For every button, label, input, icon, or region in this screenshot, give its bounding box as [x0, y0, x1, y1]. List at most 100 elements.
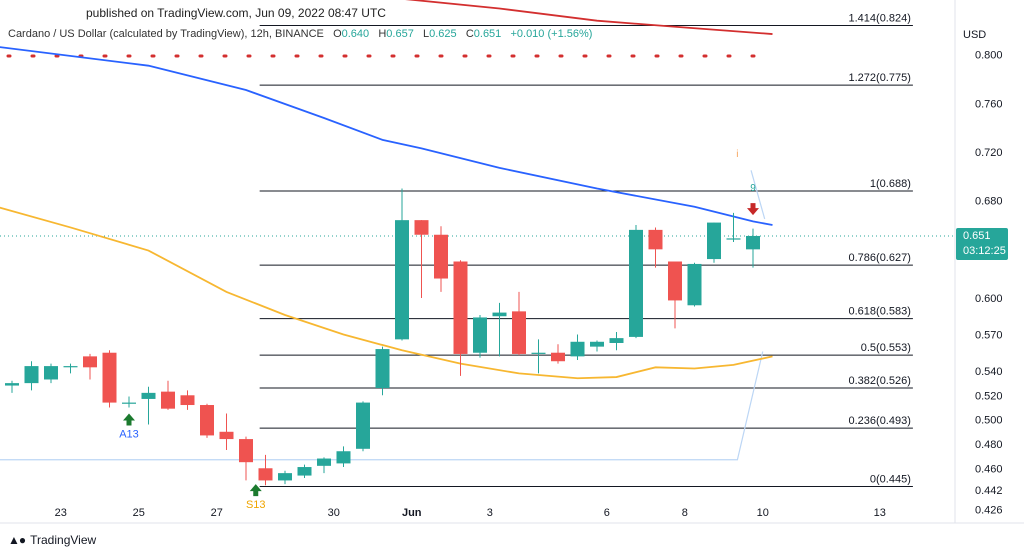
symbol-legend: Cardano / US Dollar (calculated by Tradi… [8, 28, 592, 40]
candle-up [356, 402, 370, 449]
candle-down [200, 405, 214, 436]
price-tag-countdown: 03:12:25 [963, 245, 1006, 257]
close-value: 0.651 [473, 28, 502, 40]
y-tick-label: 0.600 [975, 293, 1003, 305]
x-tick-label: 6 [604, 507, 610, 519]
candle-down [648, 229, 663, 250]
candle-up [629, 229, 643, 337]
candle-up [687, 263, 702, 306]
candle-down [551, 352, 565, 362]
signal-label: 9 [750, 183, 756, 194]
candle-down [102, 352, 117, 403]
low-value: 0.625 [429, 28, 457, 40]
high-label: H [378, 28, 387, 40]
fib-level-label: 1(0.688) [870, 178, 911, 190]
footer: ▲● TradingView [8, 533, 96, 547]
up-arrow-icon [249, 484, 262, 497]
x-tick-label: 30 [328, 507, 340, 519]
candle-down [512, 311, 526, 354]
signal-markers: A13 S13 9 i [119, 149, 759, 511]
y-tick-label: 0.480 [975, 439, 1003, 451]
x-tick-label: Jun [402, 507, 422, 519]
price-tag-value: 0.651 [963, 230, 991, 242]
candle-down [161, 391, 175, 409]
candle-up [297, 467, 312, 476]
indicator-lines [0, 0, 955, 461]
y-tick-label: 0.520 [975, 390, 1003, 402]
candle-up [317, 458, 331, 466]
tradingview-logo-icon: ▲● [8, 533, 26, 547]
candles [5, 188, 760, 486]
x-tick-label: 10 [757, 507, 769, 519]
x-tick-label: 27 [211, 507, 223, 519]
candle-up [395, 220, 409, 340]
fib-level-label: 0(0.445) [870, 474, 911, 486]
candle-up [473, 317, 487, 353]
candle-down [180, 395, 195, 406]
y-tick-label: 0.442 [975, 485, 1003, 497]
y-tick-label: 0.720 [975, 147, 1003, 159]
candle-down [414, 220, 429, 235]
signal-label: S13 [246, 499, 266, 511]
open-value: 0.640 [341, 28, 370, 40]
light-guide-line-top [750, 170, 766, 220]
high-value: 0.657 [386, 28, 414, 40]
fib-level-label: 1.272(0.775) [849, 72, 911, 84]
x-tick-label: 8 [682, 507, 688, 519]
x-tick-label: 3 [487, 507, 493, 519]
candle-up [590, 341, 604, 347]
candle-up [492, 312, 507, 317]
up-arrow-icon [123, 413, 135, 426]
candle-down [83, 356, 97, 368]
x-tick-label: 25 [133, 507, 145, 519]
publisher-note: published on TradingView.com, Jun 09, 20… [86, 6, 386, 20]
y-tick-label: 0.460 [975, 463, 1003, 475]
candle-up [609, 338, 624, 343]
candle-up [122, 402, 136, 404]
open-label: O [333, 28, 342, 40]
candle-down [453, 261, 468, 354]
low-label: L [422, 28, 430, 40]
candle-up [5, 383, 19, 386]
candle-up [24, 366, 39, 384]
y-tick-label: 0.540 [975, 366, 1003, 378]
candle-down [258, 468, 273, 481]
candle-up [141, 392, 156, 399]
candle-up [726, 238, 741, 240]
fib-level-label: 0.236(0.493) [849, 415, 911, 427]
candle-down [668, 261, 682, 301]
candle-up [570, 341, 585, 357]
down-arrow-icon [747, 203, 759, 216]
x-tick-label: 13 [874, 507, 886, 519]
candle-up [746, 235, 760, 250]
fib-level-label: 0.5(0.553) [861, 342, 911, 354]
close-label: C [465, 28, 474, 40]
candle-up [375, 349, 390, 388]
fib-level-label: 1.414(0.824) [849, 13, 911, 25]
signal-label: A13 [119, 429, 139, 441]
candle-up [707, 222, 721, 260]
candle-down [434, 234, 448, 279]
axes: 0.800 0.760 0.720 0.680 0.600 0.570 0.540 0.520… [0, 0, 1024, 524]
symbol-title: Cardano / US Dollar (calculated by Tradi… [8, 28, 324, 40]
x-tick-label: 23 [55, 507, 67, 519]
candle-down [239, 439, 253, 463]
footer-brand: TradingView [30, 533, 97, 547]
price-tag [956, 227, 1008, 260]
candle-up [531, 352, 546, 354]
y-tick-label: 0.570 [975, 329, 1003, 341]
candle-down [219, 431, 234, 440]
candle-up [278, 473, 292, 481]
y-tick-label: 0.680 [975, 196, 1003, 208]
signal-label: i [736, 149, 738, 160]
ma-blue-line [0, 46, 773, 226]
fib-level-label: 0.618(0.583) [849, 306, 911, 318]
fib-level-label: 0.382(0.526) [849, 375, 911, 387]
y-tick-label: 0.500 [975, 415, 1003, 427]
y-tick-label: 0.800 [975, 50, 1003, 62]
candle-up [63, 366, 78, 368]
currency-label: USD [963, 29, 986, 41]
y-tick-label: 0.760 [975, 98, 1003, 110]
y-tick-label: 0.426 [975, 505, 1003, 517]
